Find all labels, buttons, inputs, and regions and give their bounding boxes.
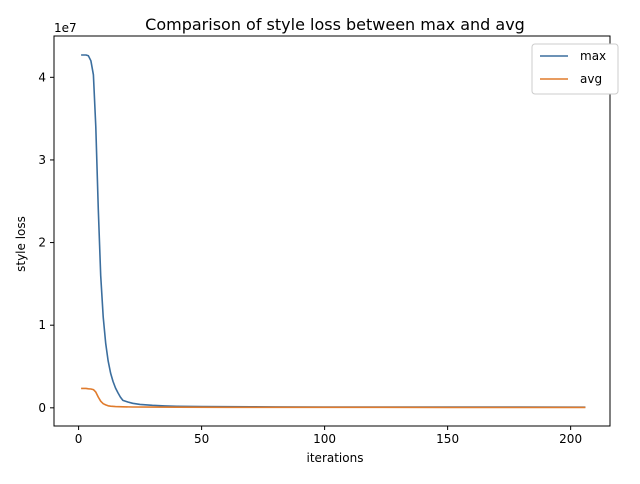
- x-tick-label: 200: [559, 432, 582, 446]
- series-line-avg: [81, 387, 586, 409]
- legend-label-avg: avg: [580, 72, 602, 86]
- x-axis-ticks: 0 50 100 150 200: [75, 426, 582, 446]
- legend: max avg: [531, 43, 619, 95]
- y-tick-label: 0: [38, 401, 46, 415]
- x-tick-label: 50: [194, 432, 209, 446]
- y-tick-label: 1: [38, 318, 46, 332]
- x-tick-label: 150: [436, 432, 459, 446]
- x-axis-label: iterations: [307, 451, 364, 465]
- y-tick-label: 4: [38, 70, 46, 84]
- y-tick-label: 2: [38, 236, 46, 250]
- x-tick-label: 0: [75, 432, 83, 446]
- y-axis-ticks: 0 1 2 3 4: [38, 70, 54, 415]
- y-axis-label: style loss: [14, 216, 28, 272]
- y-offset-label: 1e7: [54, 21, 77, 35]
- legend-label-max: max: [580, 49, 606, 63]
- y-tick-label: 3: [38, 153, 46, 167]
- axes-frame: [53, 35, 611, 427]
- x-tick-label: 100: [313, 432, 336, 446]
- chart-title: Comparison of style loss between max and…: [145, 15, 525, 34]
- plot-lines: [81, 54, 586, 409]
